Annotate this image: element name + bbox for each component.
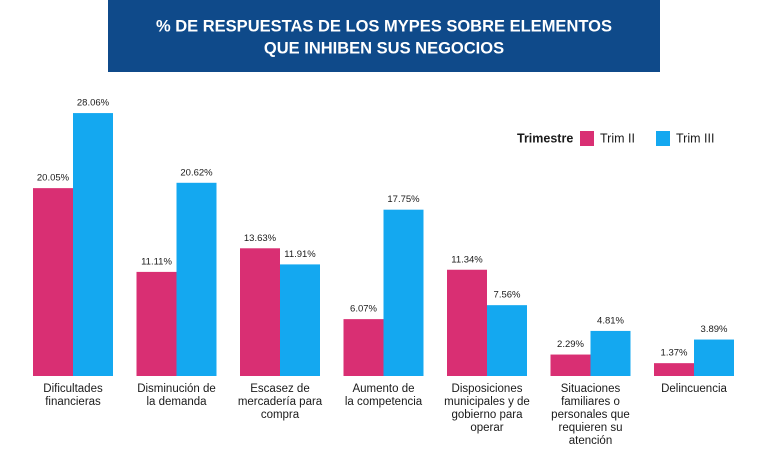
legend-swatch — [580, 131, 594, 146]
legend-title: Trimestre — [517, 131, 573, 145]
x-tick-label: compra — [261, 409, 300, 421]
value-label: 11.91% — [284, 249, 316, 260]
bar — [33, 188, 73, 376]
x-tick-label: familiares o — [561, 396, 620, 408]
value-label: 7.56% — [494, 290, 521, 301]
bar — [280, 264, 320, 376]
bar — [73, 113, 113, 377]
x-tick-label: requieren su — [559, 422, 623, 434]
value-label: 1.37% — [661, 348, 688, 359]
x-tick-label: operar — [470, 422, 503, 434]
x-tick-label: la competencia — [345, 396, 423, 408]
x-tick-label: Disposiciones — [452, 383, 523, 395]
value-label: 4.81% — [597, 315, 624, 326]
bar — [176, 182, 217, 376]
legend-label: Trim III — [676, 131, 714, 145]
x-tick-label: Disminución de — [137, 383, 216, 395]
x-tick-label: atención — [569, 435, 612, 447]
bar — [343, 319, 384, 376]
legend-label: Trim II — [600, 131, 635, 145]
chart-title: QUE INHIBEN SUS NEGOCIOS — [264, 39, 504, 57]
value-label: 11.34% — [451, 254, 483, 265]
bar — [654, 363, 694, 376]
x-tick-label: Delincuencia — [661, 383, 727, 395]
value-label: 6.07% — [350, 304, 377, 315]
bar — [383, 209, 424, 376]
x-tick-label: Escasez de — [250, 383, 309, 395]
bar — [487, 305, 527, 376]
bar — [550, 354, 591, 376]
value-label: 13.63% — [244, 233, 277, 244]
value-label: 17.75% — [387, 194, 420, 205]
x-tick-label: Dificultades — [43, 383, 103, 395]
value-label: 20.62% — [180, 167, 213, 178]
chart-title: % DE RESPUESTAS DE LOS MYPES SOBRE ELEME… — [156, 17, 612, 35]
x-tick-label: la demanda — [146, 396, 207, 408]
bar — [240, 248, 280, 376]
bar — [447, 269, 487, 376]
x-tick-label: personales que — [551, 409, 630, 421]
x-tick-label: financieras — [45, 396, 101, 408]
value-label: 2.29% — [557, 339, 584, 350]
x-tick-label: municipales y de — [444, 396, 530, 408]
x-tick-label: mercadería para — [238, 396, 323, 408]
value-label: 28.06% — [77, 98, 110, 109]
value-label: 11.11% — [141, 256, 172, 267]
bar — [694, 339, 734, 376]
bar — [590, 330, 631, 376]
bar — [136, 271, 177, 376]
value-label: 20.05% — [37, 173, 70, 184]
x-tick-label: Situaciones — [561, 383, 621, 395]
value-label: 3.89% — [701, 324, 728, 335]
title-box — [108, 0, 660, 72]
legend-swatch — [656, 131, 670, 146]
x-tick-label: Aumento de — [352, 383, 414, 395]
x-tick-label: gobierno para — [452, 409, 524, 421]
